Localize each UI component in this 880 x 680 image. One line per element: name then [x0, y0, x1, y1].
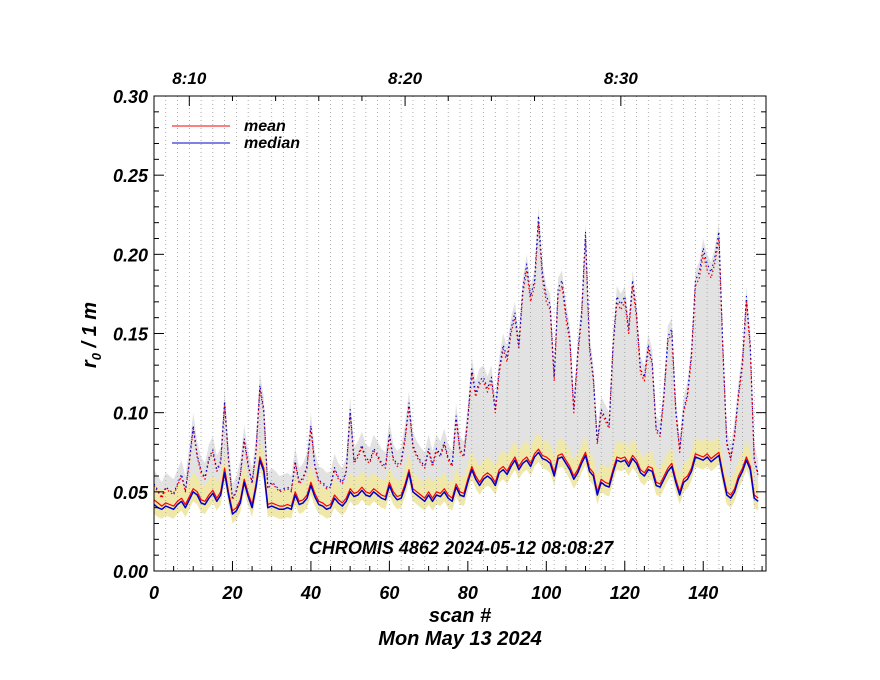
y-axis-label-subscript: 0 [89, 352, 104, 360]
top-time-axis: 8:10 8:20 8:30 [172, 69, 638, 106]
y-tick-label: 0.25 [113, 166, 149, 186]
x-tick-label: 100 [531, 583, 561, 603]
y-axis-label-rest: / 1 m [79, 302, 101, 353]
high-spread-band [154, 206, 759, 511]
series-lines [153, 215, 759, 515]
y-axis-label: r0 / 1 m [79, 302, 104, 368]
legend: mean median [172, 118, 300, 152]
y-tick-label: 0.05 [113, 483, 149, 503]
y-tick-label: 0.30 [113, 87, 148, 107]
mean-high-dotted-line [153, 222, 759, 501]
y-axis: 0.00 0.05 0.10 0.15 0.20 0.25 0.30 [113, 87, 766, 582]
x-tick-label: 140 [688, 583, 718, 603]
x-tick-label: 80 [458, 583, 478, 603]
x-tick-label: 120 [610, 583, 640, 603]
x-axis: 0 20 40 60 80 100 120 140 [149, 561, 763, 603]
chart-annotation: CHROMIS 4862 2024-05-12 08:08:27 [309, 538, 614, 558]
y-tick-label: 0.00 [113, 562, 148, 582]
spread-bands [154, 206, 759, 524]
top-tick-label: 8:30 [604, 69, 639, 88]
legend-median-label: median [244, 135, 300, 152]
y-tick-label: 0.10 [113, 404, 148, 424]
y-tick-label: 0.15 [113, 325, 149, 345]
legend-mean-label: mean [244, 118, 286, 135]
median-line [153, 451, 759, 515]
x-axis-label: scan # [429, 605, 492, 627]
y-tick-label: 0.20 [113, 245, 148, 265]
x-tick-label: 20 [221, 583, 242, 603]
x-tick-label: 0 [149, 583, 159, 603]
top-tick-label: 8:20 [388, 69, 423, 88]
median-high-dotted-line [153, 215, 759, 499]
x-axis-date-label: Mon May 13 2024 [378, 628, 541, 650]
top-tick-label: 8:10 [172, 69, 207, 88]
x-tick-label: 40 [300, 583, 321, 603]
x-tick-label: 60 [379, 583, 399, 603]
y-axis-label-main: r [79, 359, 101, 368]
